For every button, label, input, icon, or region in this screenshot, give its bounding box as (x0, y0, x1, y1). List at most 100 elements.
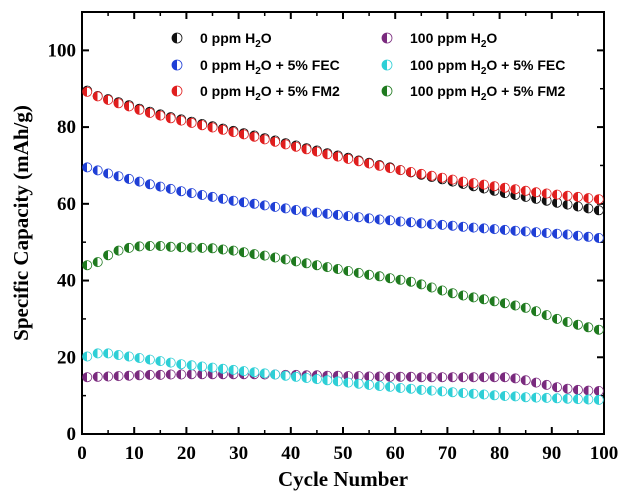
legend-marker (381, 85, 393, 97)
legend-label-tail: O + 5% FEC (486, 57, 565, 73)
legend-label-main: 100 ppm H (410, 30, 481, 46)
data-point (552, 189, 563, 200)
data-point (562, 199, 573, 210)
data-point (489, 224, 500, 235)
data-point (447, 220, 458, 231)
legend-label: 0 ppm H2O + 5% FM2 (200, 83, 340, 103)
data-point (238, 197, 249, 208)
legend-marker (381, 32, 393, 44)
data-point (426, 170, 437, 181)
legend-marker (171, 59, 183, 71)
data-point (332, 263, 343, 274)
data-point (437, 285, 448, 296)
data-point (395, 274, 406, 285)
data-point (468, 372, 479, 383)
data-point (311, 207, 322, 218)
data-point (510, 300, 521, 311)
x-tick-label: 80 (490, 443, 509, 464)
data-point (416, 384, 427, 395)
data-point (311, 374, 322, 385)
data-point (499, 372, 510, 383)
data-point (447, 174, 458, 185)
legend-marker (171, 85, 183, 97)
legend-label-main: 0 ppm H (200, 83, 255, 99)
data-point (416, 372, 427, 383)
data-point (353, 212, 364, 223)
data-point (572, 319, 583, 330)
data-point (384, 381, 395, 392)
data-point (249, 249, 260, 260)
data-point (593, 324, 604, 335)
data-point (374, 214, 385, 225)
legend-label-main: 100 ppm H (410, 83, 481, 99)
data-point (259, 200, 270, 211)
data-point (541, 188, 552, 199)
data-point (364, 269, 375, 280)
data-point (531, 377, 542, 388)
data-point (113, 349, 124, 360)
data-point (416, 168, 427, 179)
data-point (541, 310, 552, 321)
data-point (92, 165, 103, 176)
data-point (416, 279, 427, 290)
data-point (186, 117, 197, 128)
data-point (531, 306, 542, 317)
data-point (510, 391, 521, 402)
data-point (520, 392, 531, 403)
data-point (82, 351, 93, 362)
x-axis-title: Cycle Number (278, 467, 408, 491)
data-point (572, 201, 583, 212)
data-point (343, 211, 354, 222)
data-point (165, 357, 176, 368)
data-point (103, 94, 114, 105)
data-point (583, 394, 594, 405)
data-point (155, 240, 166, 251)
data-point (176, 186, 187, 197)
data-point (405, 276, 416, 287)
data-point (499, 182, 510, 193)
data-point (238, 247, 249, 258)
data-point (426, 385, 437, 396)
data-point (82, 86, 93, 97)
legend-label: 0 ppm H2O (200, 30, 272, 50)
axis-ticks: 0 10 20 30 40 50 60 70 80 90 100 0 20 40 60 80 100 (48, 11, 618, 464)
legend-label-subscript: 2 (255, 39, 261, 50)
data-point (332, 151, 343, 162)
data-point (583, 385, 594, 396)
data-point (572, 230, 583, 241)
data-point (593, 194, 604, 205)
data-point (458, 176, 469, 187)
data-point (113, 371, 124, 382)
data-point (510, 225, 521, 236)
data-point (593, 205, 604, 216)
data-point (384, 371, 395, 382)
data-point (270, 252, 281, 263)
y-tick-label: 0 (67, 424, 77, 445)
data-point (374, 371, 385, 382)
data-point (437, 172, 448, 183)
x-tick-label: 20 (177, 443, 196, 464)
data-point (124, 242, 135, 253)
data-point (447, 288, 458, 299)
legend-label-tail: O (486, 30, 497, 46)
data-point (301, 258, 312, 269)
x-tick-label: 60 (386, 443, 405, 464)
data-point (364, 158, 375, 169)
data-point (103, 250, 114, 261)
data-point (92, 257, 103, 268)
data-point (552, 393, 563, 404)
data-point (290, 204, 301, 215)
data-point (165, 241, 176, 252)
legend-marker (381, 59, 393, 71)
data-point (155, 181, 166, 192)
data-point (458, 290, 469, 301)
data-point (165, 369, 176, 380)
data-point (520, 185, 531, 196)
data-point (426, 282, 437, 293)
data-point (259, 368, 270, 379)
data-point (165, 183, 176, 194)
data-point (447, 387, 458, 398)
data-point (197, 242, 208, 253)
data-point (290, 141, 301, 152)
y-tick-label: 100 (48, 40, 77, 61)
